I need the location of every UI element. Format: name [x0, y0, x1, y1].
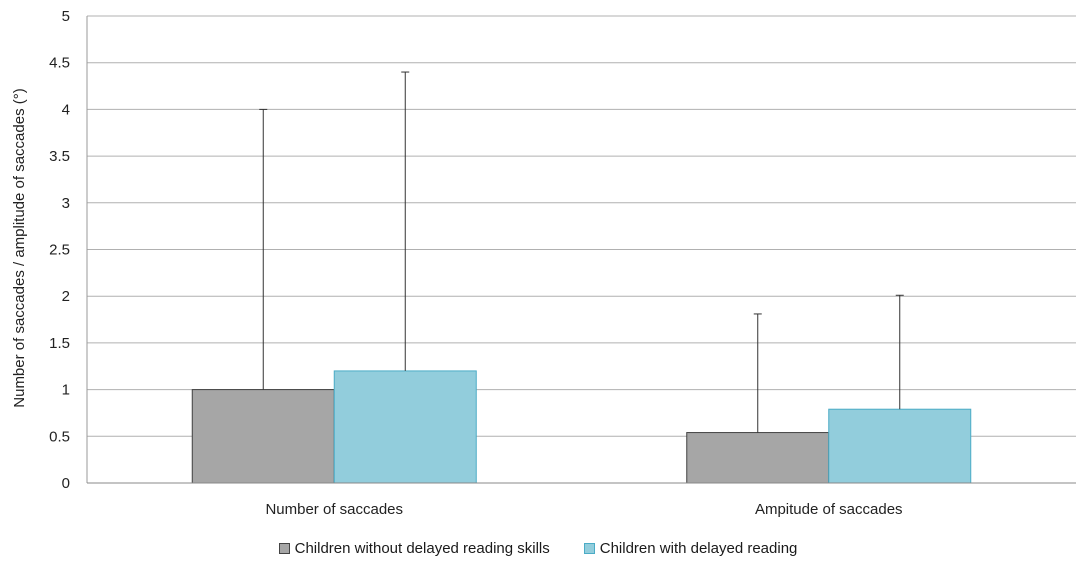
bar — [333, 370, 477, 484]
y-tick-label: 4 — [62, 101, 70, 118]
y-tick-label: 0.5 — [49, 428, 70, 445]
y-tick-label: 1 — [62, 382, 70, 399]
legend-swatch-with-delay — [583, 542, 595, 554]
legend: Children without delayed reading skills … — [0, 536, 1076, 560]
y-tick-label: 1.5 — [49, 335, 70, 352]
y-tick-label: 3.5 — [49, 148, 70, 165]
x-axis: Number of saccades Ampitude of saccades — [87, 482, 1076, 518]
bars — [191, 370, 972, 484]
x-category-label: Number of saccades — [265, 501, 403, 518]
bar — [686, 432, 830, 484]
y-tick-label: 5 — [62, 8, 70, 25]
y-axis-label: Number of saccades / amplitude of saccad… — [11, 88, 28, 407]
legend-item-without-delay: Children without delayed reading skills — [278, 539, 550, 557]
y-tick-label: 2.5 — [49, 242, 70, 259]
y-tick-label: 4.5 — [49, 55, 70, 72]
legend-swatch-without-delay — [278, 542, 290, 554]
y-tick-label: 0 — [62, 475, 70, 492]
y-tick-label: 2 — [62, 288, 70, 305]
bar — [828, 408, 972, 484]
legend-item-with-delay: Children with delayed reading — [583, 539, 798, 557]
y-tick-label: 3 — [62, 195, 70, 212]
y-axis-ticks: 0 0.5 1 1.5 2 2.5 3 3.5 4 4.5 5 — [49, 8, 70, 492]
error-bars — [259, 71, 904, 433]
bar-chart: 0 0.5 1 1.5 2 2.5 3 3.5 4 4.5 5 Number of saccades… — [11, 8, 1076, 518]
legend-label-with-delay: Children with delayed reading — [599, 539, 798, 557]
legend-label-without-delay: Children without delayed reading skills — [294, 539, 550, 557]
bar — [191, 389, 335, 484]
x-category-label: Ampitude of saccades — [755, 501, 903, 518]
